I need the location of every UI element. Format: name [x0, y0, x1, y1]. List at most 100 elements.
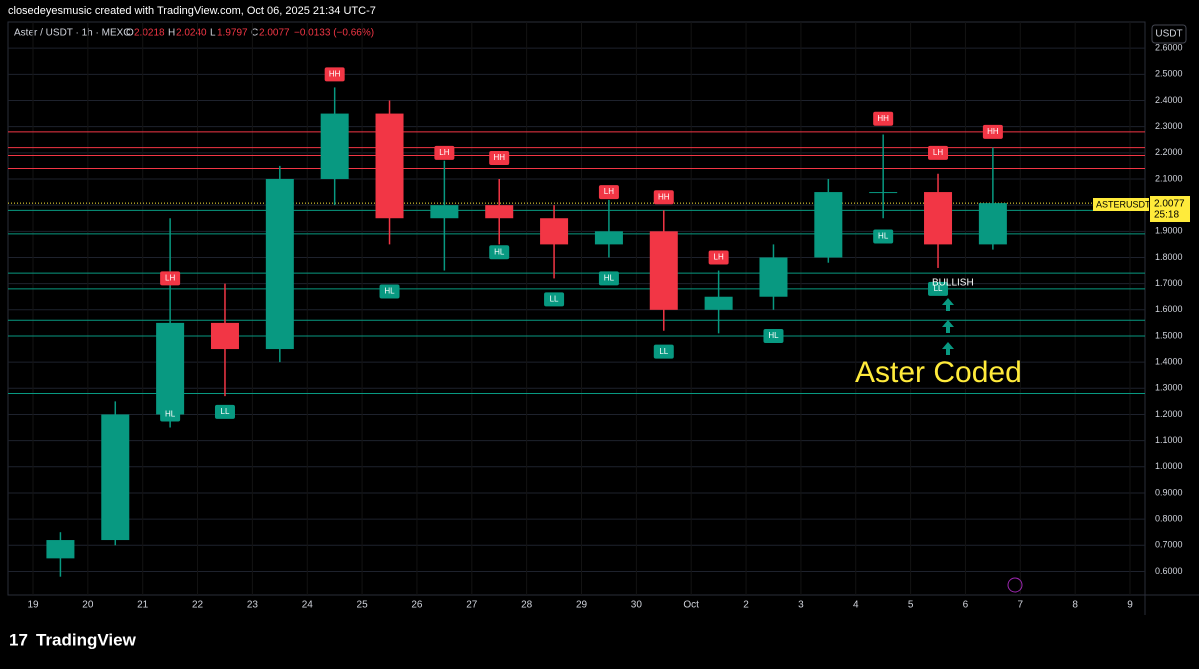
pattern-label: LH — [604, 187, 614, 196]
pattern-badge — [160, 271, 181, 286]
x-tick-label: 6 — [963, 600, 969, 611]
price-tag-box — [1093, 198, 1149, 211]
candle-body — [375, 113, 404, 219]
pattern-badge — [653, 190, 674, 205]
pattern-label: HL — [768, 331, 779, 340]
y-tick-label: 1.9000 — [1155, 226, 1183, 236]
pattern-label: HL — [494, 247, 505, 256]
price-tag: ASTERUSDT 2.0077 25:18 — [1093, 196, 1190, 222]
pattern-label: HH — [493, 153, 505, 162]
pattern-label: LH — [165, 274, 175, 283]
x-tick-label: 5 — [908, 600, 914, 611]
y-tick-label: 2.3000 — [1155, 121, 1183, 131]
plot: 0.6000 0.7000 0.8000 0.9000 1.0000 1.1000 1.20… — [8, 22, 1183, 611]
y-tick-label: 1.6000 — [1155, 304, 1183, 314]
y-tick-label: 2.5000 — [1155, 69, 1183, 79]
pattern-label: LL — [659, 347, 668, 356]
pattern-label: HL — [878, 232, 889, 241]
x-tick-label: 25 — [357, 600, 369, 611]
y-tick-label: 0.7000 — [1155, 540, 1183, 550]
arrows — [942, 298, 954, 355]
y-tick-label: 1.2000 — [1155, 409, 1183, 419]
pattern-badge — [489, 151, 510, 166]
pattern-badge — [160, 407, 181, 422]
brand: TradingView — [36, 630, 137, 649]
x-tick-label: 29 — [576, 600, 588, 611]
price-tag-box — [1150, 196, 1190, 222]
pattern-label: LL — [934, 284, 943, 293]
y-tick-label: 2.6000 — [1155, 43, 1183, 53]
candle-body — [814, 192, 843, 258]
x-tick-label: 28 — [521, 600, 533, 611]
pattern-badge — [379, 284, 400, 299]
pattern-badge — [434, 145, 455, 160]
x-tick-label: 27 — [466, 600, 478, 611]
credit: closedeyesmusic created with TradingView… — [8, 5, 376, 17]
arrow — [942, 320, 954, 333]
y-tick-label: 0.9000 — [1155, 487, 1183, 497]
pattern-label: HH — [987, 127, 999, 136]
legend-symbol: Aster / USDT · 1h · MEXC — [14, 28, 131, 39]
candle-body — [704, 296, 733, 310]
pattern-badge — [653, 344, 674, 359]
legend-label: L — [210, 28, 216, 39]
pattern-badge — [598, 185, 619, 200]
pattern-label: HL — [384, 287, 395, 296]
x-tick-label: 9 — [1127, 600, 1133, 611]
x-tick-label: 23 — [247, 600, 259, 611]
arrow — [942, 342, 954, 355]
x-tick-label: 2 — [743, 600, 749, 611]
pattern-badge — [708, 250, 729, 265]
price-tag-price: 2.0077 — [1154, 199, 1185, 210]
y-tick-label: 1.7000 — [1155, 278, 1183, 288]
candle-body — [46, 540, 75, 559]
pattern-badge — [982, 124, 1003, 139]
y-tick-label: 2.1000 — [1155, 173, 1183, 183]
pattern-badge — [928, 145, 949, 160]
pattern-badge — [873, 111, 894, 126]
x-tick-label: 8 — [1072, 600, 1078, 611]
y-tick-label: 0.6000 — [1155, 566, 1183, 576]
pattern-label: LH — [439, 148, 449, 157]
candle-body — [320, 113, 349, 179]
brand-logo: 17 — [9, 630, 28, 649]
y-tick-label: 1.5000 — [1155, 330, 1183, 340]
candle-body — [759, 257, 788, 297]
y-tick-label: 1.4000 — [1155, 357, 1183, 367]
pattern-badge — [763, 328, 784, 343]
flash-icon[interactable] — [1007, 577, 1023, 593]
legend-label: O — [126, 28, 134, 39]
candle-body — [869, 192, 898, 194]
y-tick-label: 1.8000 — [1155, 252, 1183, 262]
legend-value: 2.0077 — [259, 28, 290, 39]
pattern-label: LL — [550, 294, 559, 303]
x-tick-label: 19 — [27, 600, 39, 611]
x-tick-label: Oct — [683, 600, 699, 611]
pattern-badge — [598, 271, 619, 286]
y-tick-label: 1.0000 — [1155, 461, 1183, 471]
signal-label: BULLISH — [932, 278, 974, 289]
y-tick-label: 2.4000 — [1155, 95, 1183, 105]
legend-label: H — [168, 28, 175, 39]
pattern-label: LL — [221, 407, 230, 416]
plot-area — [7, 21, 1146, 596]
y-tick-label: 2.2000 — [1155, 147, 1183, 157]
currency-button[interactable] — [1151, 24, 1187, 44]
x-tick-label: 7 — [1018, 600, 1024, 611]
candle-body — [430, 205, 459, 219]
y-tick-label: 1.1000 — [1155, 435, 1183, 445]
currency-button-label[interactable]: USDT — [1155, 29, 1182, 40]
x-tick-label: 21 — [137, 600, 149, 611]
pattern-label: HL — [165, 410, 176, 419]
candle-body — [485, 205, 514, 219]
arrow — [942, 298, 954, 311]
candle-body — [594, 231, 623, 245]
pattern-badge — [544, 292, 565, 307]
pattern-label: HH — [329, 69, 341, 78]
pattern-badge — [489, 245, 510, 260]
x-tick-label: 4 — [853, 600, 859, 611]
x-tick-label: 20 — [82, 600, 94, 611]
y-tick-label: 1.3000 — [1155, 383, 1183, 393]
pattern-badge — [928, 281, 949, 296]
